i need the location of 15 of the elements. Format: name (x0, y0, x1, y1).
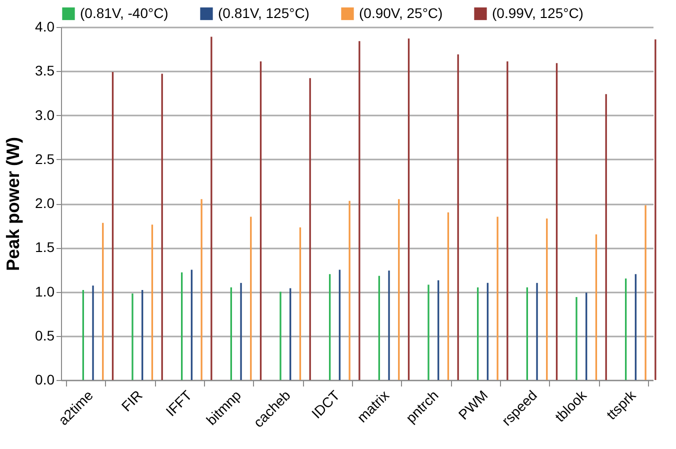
legend-label: (0.81V, -40°C) (80, 4, 168, 21)
y-tick-label: 3.0 (35, 106, 55, 123)
y-tick-label: 0.0 (35, 372, 55, 388)
y-tick-label: 1.0 (35, 283, 55, 300)
y-axis-title: Peak power (W) (3, 136, 24, 272)
y-tick-label: 1.5 (35, 239, 55, 256)
y-tick-label: 2.0 (35, 195, 55, 211)
legend-label: (0.81V, 125°C) (218, 4, 310, 21)
y-tick-label: 2.5 (35, 150, 55, 167)
y-tick-label: 3.5 (35, 62, 55, 79)
y-tick-label: 4.0 (35, 18, 55, 34)
y-tick-label: 0.5 (35, 327, 55, 344)
legend-label: (0.90V, 25°C) (359, 4, 443, 21)
x-tick-label: FIR (118, 387, 146, 414)
legend-label: (0.99V, 125°C) (492, 4, 584, 21)
